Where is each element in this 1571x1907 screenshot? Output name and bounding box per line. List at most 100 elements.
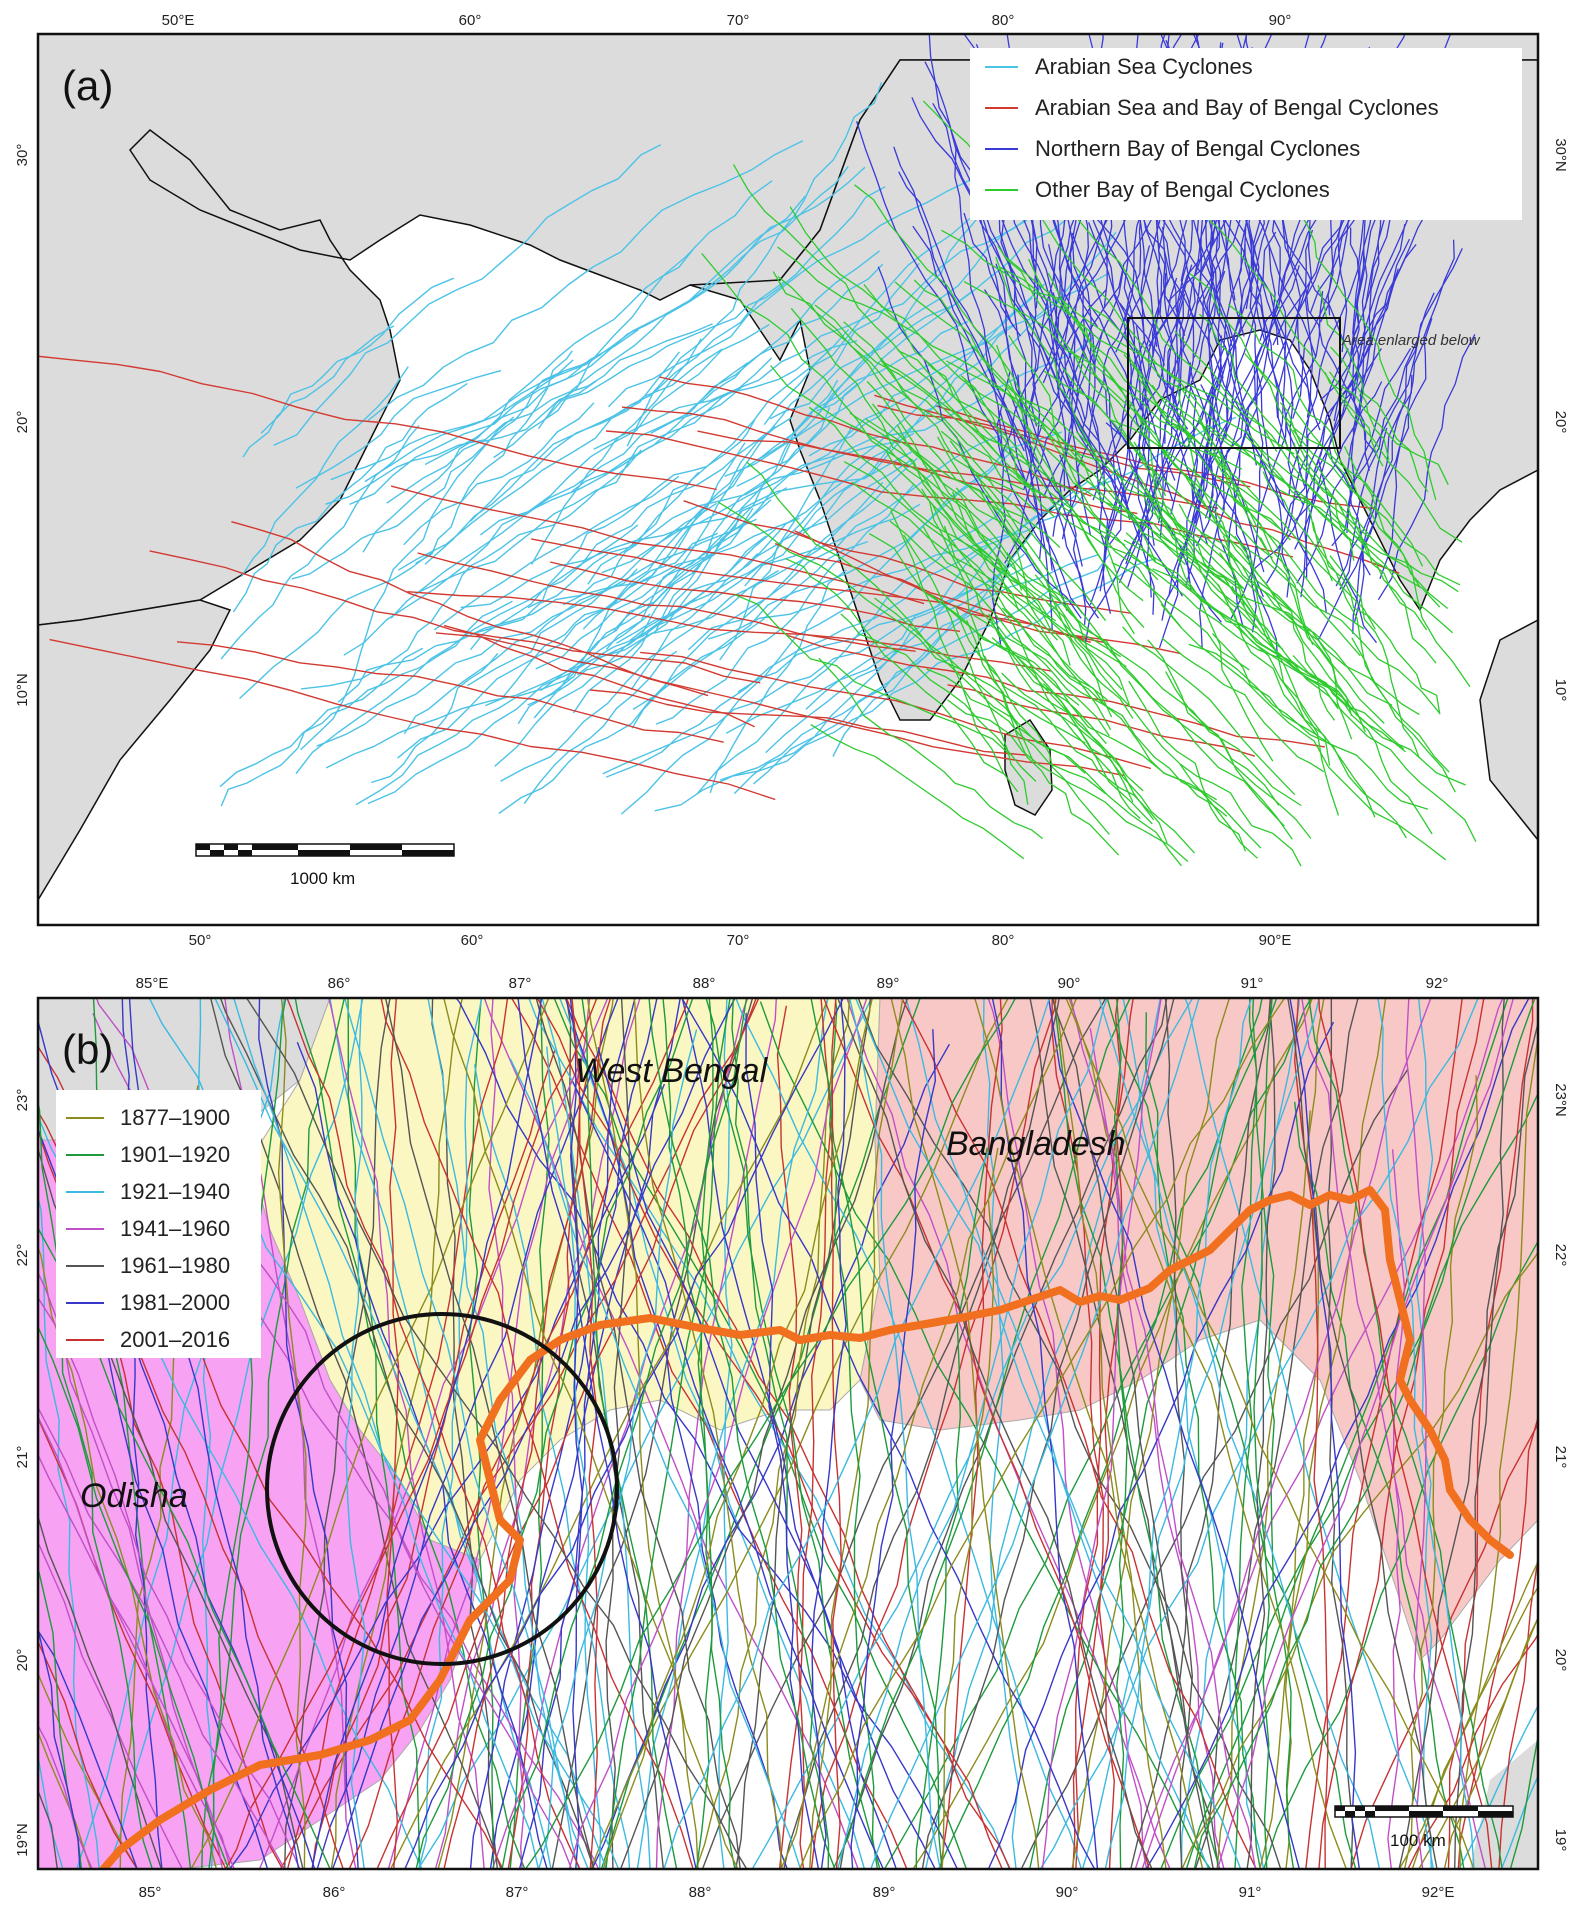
- cyclone-track: [811, 998, 847, 1869]
- cyclone-track: [732, 164, 1040, 501]
- cyclone-track: [1458, 1704, 1538, 1869]
- cyclone-track: [770, 365, 1122, 658]
- cyclone-track: [523, 650, 678, 805]
- cyclone-track: [941, 229, 1208, 452]
- panel-a-land: [38, 34, 1538, 902]
- cyclone-track: [325, 323, 713, 505]
- cyclone-track: [1285, 416, 1428, 631]
- cyclone-track: [1246, 433, 1328, 614]
- b-right-tick-5: 19°: [1552, 1829, 1569, 1852]
- cyclone-track: [370, 652, 499, 784]
- cyclone-track: [995, 263, 1053, 632]
- cyclone-track: [1123, 354, 1261, 504]
- cyclone-track: [501, 998, 748, 1869]
- cyclone-track: [301, 517, 800, 690]
- cyclone-track: [355, 613, 651, 806]
- cyclone-track: [946, 360, 1245, 590]
- cyclone-track: [1127, 293, 1186, 588]
- cyclone-track: [1089, 277, 1178, 605]
- cyclone-track: [1263, 1239, 1538, 1869]
- cyclone-track: [273, 144, 662, 447]
- cyclone-track: [390, 362, 748, 619]
- cyclone-track: [38, 1514, 163, 1869]
- cyclone-track: [1231, 585, 1477, 842]
- cyclone-track: [201, 998, 346, 1869]
- cyclone-track: [613, 395, 910, 631]
- cyclone-track: [565, 998, 1004, 1869]
- cyclone-track: [733, 562, 1035, 795]
- cyclone-track: [633, 998, 783, 1869]
- cyclone-track: [1189, 272, 1424, 567]
- cyclone-track: [1294, 204, 1414, 550]
- cyclone-track: [896, 424, 1071, 666]
- cyclone-track: [1081, 998, 1320, 1869]
- cyclone-track: [1180, 184, 1463, 543]
- cyclone-track: [650, 340, 858, 434]
- right-tick-3: 10°: [1552, 679, 1569, 702]
- cyclone-track: [572, 478, 767, 714]
- cyclone-track: [348, 998, 690, 1869]
- cyclone-track: [843, 461, 1108, 701]
- legend-b-label: 1901–1920: [120, 1142, 230, 1167]
- b-left-tick-1: 23°: [14, 1089, 31, 1112]
- cyclone-track: [1130, 998, 1272, 1869]
- cyclone-track: [38, 1146, 304, 1869]
- cyclone-track: [316, 998, 619, 1869]
- cyclone-track: [1001, 672, 1134, 803]
- b-right-tick-2: 22°: [1552, 1244, 1569, 1267]
- panel-a-scale-bar: 1000 km: [195, 843, 455, 888]
- cyclone-track: [701, 998, 1107, 1869]
- cyclone-track: [1317, 459, 1378, 644]
- b-bottom-tick-5: 89°: [873, 1884, 896, 1901]
- cyclone-track: [1415, 998, 1434, 1869]
- cyclone-track: [593, 195, 1080, 450]
- cyclone-track: [597, 1047, 936, 1869]
- cyclone-track: [562, 471, 700, 606]
- cyclone-track: [1098, 998, 1381, 1869]
- cyclone-track: [535, 998, 741, 1869]
- cyclone-track: [809, 998, 904, 1869]
- cyclone-track: [590, 998, 1010, 1869]
- cyclone-track: [1070, 998, 1257, 1869]
- cyclone-track: [1313, 223, 1406, 473]
- cyclone-track: [900, 998, 1258, 1869]
- top-tick-1: 50°E: [162, 12, 195, 29]
- cyclone-track: [1108, 264, 1193, 546]
- bottom-tick-3: 70°: [727, 932, 750, 945]
- cyclone-track: [1004, 385, 1284, 651]
- cyclone-track: [1059, 454, 1087, 625]
- cyclone-track: [755, 297, 1033, 558]
- cyclone-track: [417, 552, 916, 652]
- cyclone-track: [880, 360, 1159, 581]
- cyclone-track: [1318, 998, 1485, 1869]
- cyclone-track: [418, 998, 483, 1869]
- legend-a-label: Other Bay of Bengal Cyclones: [1035, 177, 1330, 202]
- cyclone-track: [294, 998, 526, 1869]
- cyclone-track: [855, 121, 1068, 612]
- top-tick-2: 60°: [459, 12, 482, 29]
- cyclone-track: [640, 651, 1152, 770]
- panel-b-svg: West Bengal Bangladesh Odisha (b) 1877–1…: [14, 975, 1569, 1901]
- area-enlarged-label: Area enlarged below: [1341, 332, 1481, 349]
- cyclone-track: [1199, 531, 1385, 724]
- b-right-tick-3: 21°: [1552, 1446, 1569, 1469]
- cyclone-track: [1128, 680, 1247, 852]
- b-left-tick-2: 22°: [14, 1244, 31, 1267]
- panel-a-label: (a): [62, 62, 113, 109]
- cyclone-track: [854, 184, 1090, 473]
- cyclone-track: [1051, 998, 1214, 1869]
- b-left-tick-3: 21°: [14, 1446, 31, 1469]
- cyclone-track: [937, 998, 1278, 1869]
- cyclone-track: [709, 569, 847, 794]
- highlight-circle: [265, 1312, 619, 1666]
- cyclone-track: [376, 998, 757, 1869]
- cyclone-track: [38, 1406, 286, 1869]
- cyclone-track: [1287, 998, 1438, 1869]
- cyclone-track: [810, 998, 1057, 1869]
- cyclone-track: [832, 531, 1034, 757]
- cyclone-track: [1071, 998, 1231, 1869]
- cyclone-track: [843, 321, 1024, 491]
- cyclone-track: [1174, 330, 1454, 634]
- cyclone-track: [403, 402, 595, 546]
- cyclone-track: [1331, 348, 1412, 547]
